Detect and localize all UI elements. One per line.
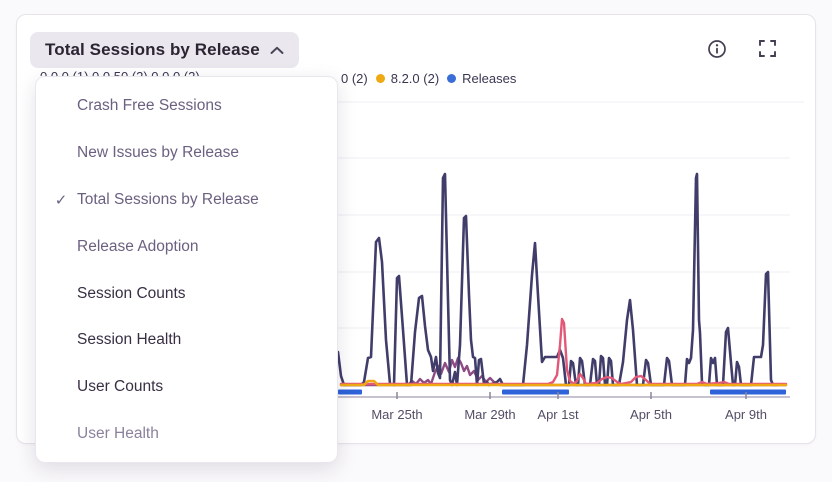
legend-dot-icon [447, 73, 457, 83]
x-axis-label: Apr 9th [725, 407, 767, 422]
release-bar[interactable] [710, 389, 786, 395]
series-release-primary [336, 172, 779, 387]
legend-dot-icon [375, 73, 385, 83]
series-release-pink [339, 317, 788, 386]
expand-icon [758, 39, 776, 57]
legend-item-8-2-0[interactable]: 8.2.0 (2) [375, 71, 439, 86]
menu-item-release-adoption[interactable]: Release Adoption [77, 237, 199, 255]
x-axis-label: Mar 29th [464, 407, 515, 422]
legend-clipped-fragment: 0.0.0 (1) 0.0.50 (2) 0.0.0 (2) [40, 70, 334, 76]
info-button[interactable] [704, 36, 730, 62]
x-axis-label: Mar 25th [371, 407, 422, 422]
release-bar[interactable] [502, 389, 569, 395]
menu-item-session-counts[interactable]: Session Counts [77, 284, 186, 302]
release-bar[interactable] [338, 389, 362, 395]
chevron-up-icon [270, 46, 284, 55]
legend-item-releases[interactable]: Releases [447, 71, 516, 86]
menu-item-user-health[interactable]: User Health [77, 424, 159, 442]
info-icon [708, 40, 726, 58]
legend-item-partial[interactable]: 0 (2) [341, 70, 368, 86]
widget-title-selector[interactable]: Total Sessions by Release [30, 32, 299, 68]
chart-legend: 0 (2) 8.2.0 (2) Releases [341, 70, 516, 86]
menu-item-crash-free-sessions[interactable]: Crash Free Sessions [77, 97, 222, 115]
series-release-orange [339, 379, 788, 387]
widget-selector-dropdown: Crash Free Sessions New Issues by Release… [35, 76, 338, 463]
expand-button[interactable] [754, 35, 780, 61]
widget-title: Total Sessions by Release [45, 40, 260, 59]
menu-item-new-issues-by-release[interactable]: New Issues by Release [77, 144, 239, 162]
x-axis-label: Apr 1st [537, 407, 579, 422]
menu-item-user-counts[interactable]: User Counts [77, 378, 164, 396]
menu-item-session-health[interactable]: Session Health [77, 331, 182, 349]
check-icon: ✓ [54, 191, 68, 209]
menu-item-total-sessions-by-release[interactable]: ✓ Total Sessions by Release [36, 177, 337, 224]
x-axis-label: Apr 5th [630, 407, 672, 422]
